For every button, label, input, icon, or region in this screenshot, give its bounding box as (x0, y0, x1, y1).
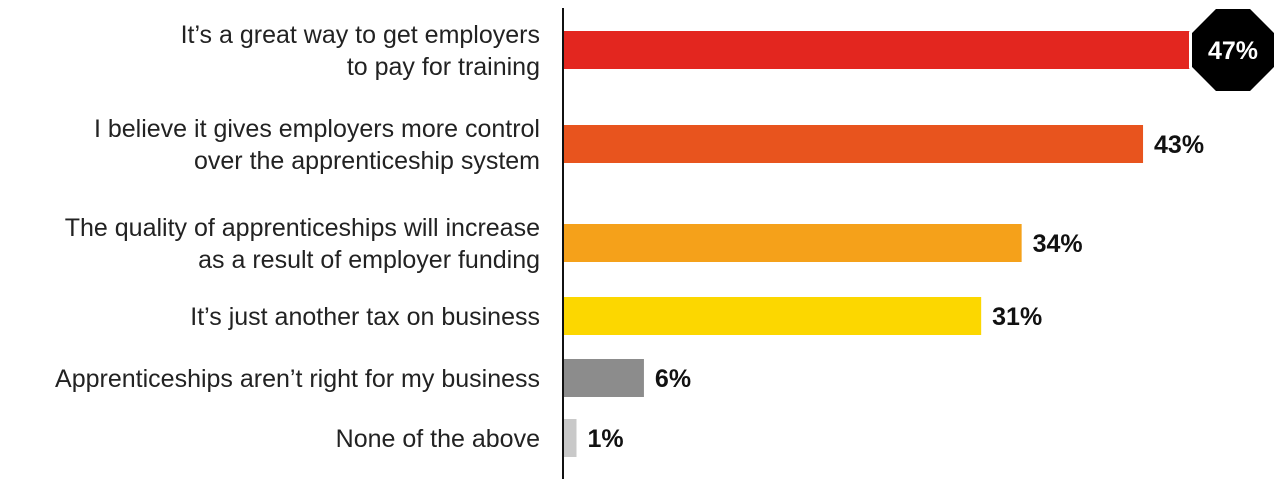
value-label-5: 6% (655, 365, 691, 393)
bar-4 (563, 297, 982, 335)
value-label-4: 31% (992, 303, 1042, 331)
category-label-1: It’s a great way to get employers to pay … (181, 21, 540, 81)
category-label-3: The quality of apprenticeships will incr… (65, 214, 540, 274)
category-label-5: Apprenticeships aren’t right for my busi… (55, 365, 540, 393)
value-label-6: 1% (587, 425, 623, 453)
bars-group (563, 31, 1197, 457)
bar-1 (563, 31, 1197, 69)
bar-5 (563, 359, 644, 397)
bar-6 (563, 419, 577, 457)
bar-2 (563, 125, 1144, 163)
value-label-1: 47% (1208, 37, 1258, 65)
value-label-2: 43% (1154, 131, 1204, 159)
bar-3 (563, 224, 1022, 262)
value-label-3: 34% (1033, 230, 1083, 258)
value-labels-group: 47% 43% 34% 31% 6% 1% (587, 6, 1277, 453)
category-label-4: It’s just another tax on business (190, 303, 540, 331)
highlight-badge (1189, 6, 1277, 94)
category-labels-group: It’s a great way to get employers to pay … (55, 21, 540, 453)
category-label-2: I believe it gives employers more contro… (94, 115, 540, 175)
category-label-6: None of the above (336, 425, 540, 453)
